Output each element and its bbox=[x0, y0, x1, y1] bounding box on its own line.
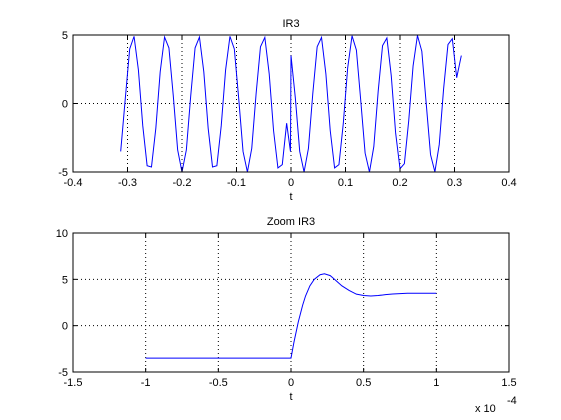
x-tick-label: 0.2 bbox=[392, 177, 407, 189]
x-tick-label: 0.3 bbox=[447, 177, 462, 189]
x-tick-label: -0.2 bbox=[173, 177, 192, 189]
plot-ir3: -0.4 -0.3 -0.2 -0.1 0 0.1 0.2 0.3 0.4 -5 0 5 IR3 t bbox=[58, 18, 516, 203]
x-tick-label: 0 bbox=[288, 177, 294, 189]
x-axis-exponent-power: -4 bbox=[507, 395, 517, 407]
x-tick-label: 1.5 bbox=[501, 377, 516, 389]
x-axis-label: t bbox=[289, 391, 292, 403]
y-tick-label: 0 bbox=[62, 321, 68, 333]
x-tick-label: -0.3 bbox=[118, 177, 137, 189]
series-line-0 bbox=[120, 35, 462, 172]
y-tick-label: 0 bbox=[62, 99, 68, 111]
y-tick-label: 10 bbox=[56, 228, 68, 240]
x-tick-label: -1 bbox=[141, 377, 151, 389]
y-tick-label: -5 bbox=[58, 367, 68, 379]
x-tick-label: 0.5 bbox=[356, 377, 371, 389]
x-tick-label: 0 bbox=[288, 377, 294, 389]
y-tick-label: 5 bbox=[62, 30, 68, 42]
x-axis-label: t bbox=[289, 191, 292, 203]
x-tick-label: 0.4 bbox=[501, 177, 516, 189]
chart-title: Zoom IR3 bbox=[267, 216, 315, 228]
x-tick-label: -0.4 bbox=[64, 177, 83, 189]
x-axis-exponent: x 10 bbox=[475, 403, 496, 415]
x-tick-label: 0.1 bbox=[338, 177, 353, 189]
x-tick-label: -0.1 bbox=[227, 177, 246, 189]
y-tick-label: -5 bbox=[58, 167, 68, 179]
chart-title: IR3 bbox=[282, 18, 299, 30]
x-tick-label: -0.5 bbox=[209, 377, 228, 389]
y-tick-label: 5 bbox=[62, 274, 68, 286]
x-tick-label: 1 bbox=[433, 377, 439, 389]
x-tick-label: -1.5 bbox=[64, 377, 83, 389]
series-line-0 bbox=[145, 273, 437, 359]
plot-zoom-ir3: -1.5 -1 -0.5 0 0.5 1 1.5 -5 0 5 10 Zoom IR3 t x 10 -4 bbox=[56, 216, 517, 415]
